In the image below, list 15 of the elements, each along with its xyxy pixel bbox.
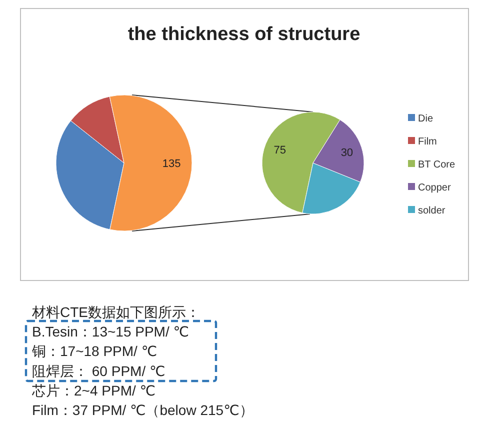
data-label: 135 (162, 158, 181, 170)
text: 芯片：2~4 PPM/ ℃ (31, 382, 156, 398)
data-label: 30 (340, 146, 354, 159)
legend-label: solder (418, 206, 446, 216)
legend-label: Copper (418, 182, 452, 194)
legend-label: BT Core (418, 160, 456, 170)
data-label: 75 (274, 144, 286, 156)
text: 材料CTE数据如下图所示： (31, 304, 200, 320)
text: 铜：17~18 PPM/ ℃ (31, 343, 158, 360)
text: Film：37 PPM/ ℃（below 215℃） (32, 402, 254, 418)
legend-label: Film (418, 136, 437, 148)
text: B.Tesin：13~15 PPM/ ℃ (32, 324, 189, 340)
text: 阻焊层： 60 PPM/ ℃ (32, 362, 166, 379)
legend-label: Die (418, 114, 434, 124)
chart-title: the thickness of structure (128, 24, 360, 45)
